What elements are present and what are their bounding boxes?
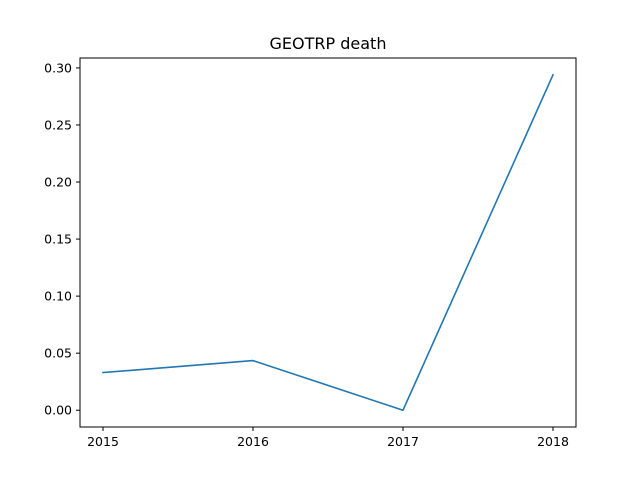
x-tick-label: 2016 — [237, 434, 269, 449]
x-tick-label: 2017 — [387, 434, 419, 449]
y-tick-label: 0.15 — [44, 232, 72, 247]
x-axis: 2015 2016 2017 2018 — [87, 427, 569, 449]
y-tick-label: 0.30 — [44, 60, 72, 75]
series-layer — [102, 73, 555, 412]
y-axis: 0.00 0.05 0.10 0.15 0.20 0.25 0.30 — [44, 60, 80, 418]
x-tick-label: 2018 — [537, 434, 569, 449]
y-tick-label: 0.05 — [44, 346, 72, 361]
x-tick-label: 2015 — [87, 434, 119, 449]
plot-area-frame — [79, 57, 577, 428]
chart-title: GEOTRP death — [270, 34, 387, 53]
series-line — [102, 73, 555, 412]
y-tick-label: 0.10 — [44, 289, 72, 304]
y-tick-label: 0.25 — [44, 117, 72, 132]
y-tick-label: 0.20 — [44, 175, 72, 190]
y-tick-label: 0.00 — [44, 403, 72, 418]
